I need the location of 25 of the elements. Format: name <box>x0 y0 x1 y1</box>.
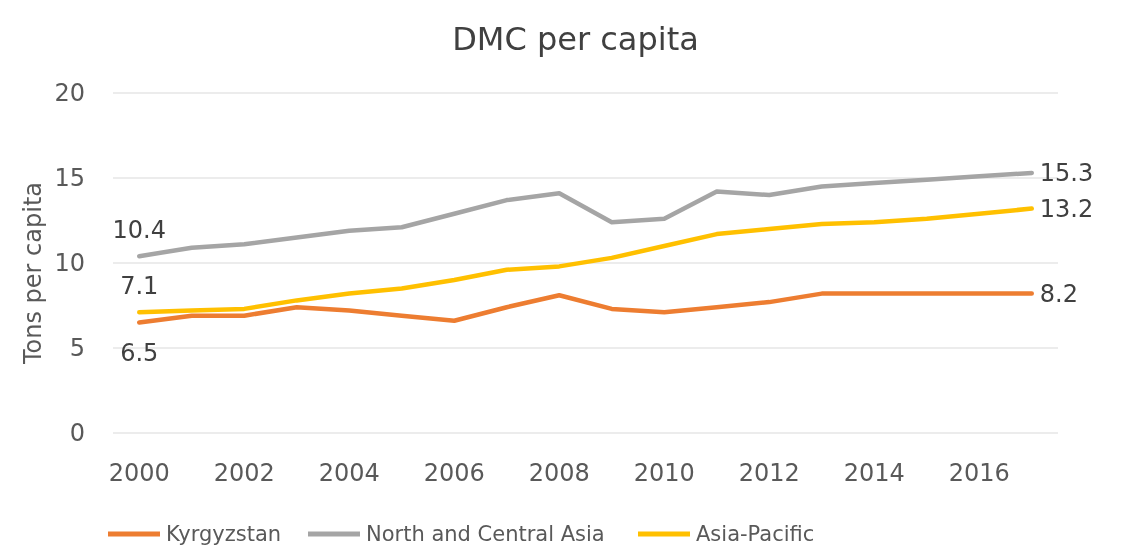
x-tick-label: 2000 <box>108 459 170 487</box>
data-label: 13.2 <box>1039 195 1094 223</box>
y-tick-label: 10 <box>54 249 85 278</box>
legend-label: Asia-Pacific <box>696 522 815 547</box>
x-tick-label: 2002 <box>213 459 275 487</box>
legend-label: Kyrgyzstan <box>166 522 282 547</box>
x-tick-label: 2010 <box>633 459 695 487</box>
data-label: 10.4 <box>112 216 166 245</box>
legend-label: North and Central Asia <box>366 522 605 547</box>
x-tick-label: 2012 <box>738 459 800 487</box>
data-label: 8.2 <box>1039 280 1078 308</box>
y-tick-label: 5 <box>69 334 85 363</box>
y-tick-label: 0 <box>69 419 85 448</box>
y-tick-label: 15 <box>54 164 85 193</box>
y-axis-title: Tons per capita <box>19 181 47 366</box>
x-tick-label: 2016 <box>948 459 1010 487</box>
y-tick-label: 20 <box>54 79 85 108</box>
data-label: 15.3 <box>1039 159 1094 188</box>
x-tick-label: 2006 <box>423 459 485 487</box>
x-tick-label: 2004 <box>318 459 380 487</box>
data-label: 6.5 <box>120 338 159 367</box>
chart-title: DMC per capita <box>452 20 699 58</box>
data-label: 7.1 <box>120 272 159 301</box>
x-tick-label: 2014 <box>843 459 905 487</box>
x-tick-label: 2008 <box>528 459 590 487</box>
